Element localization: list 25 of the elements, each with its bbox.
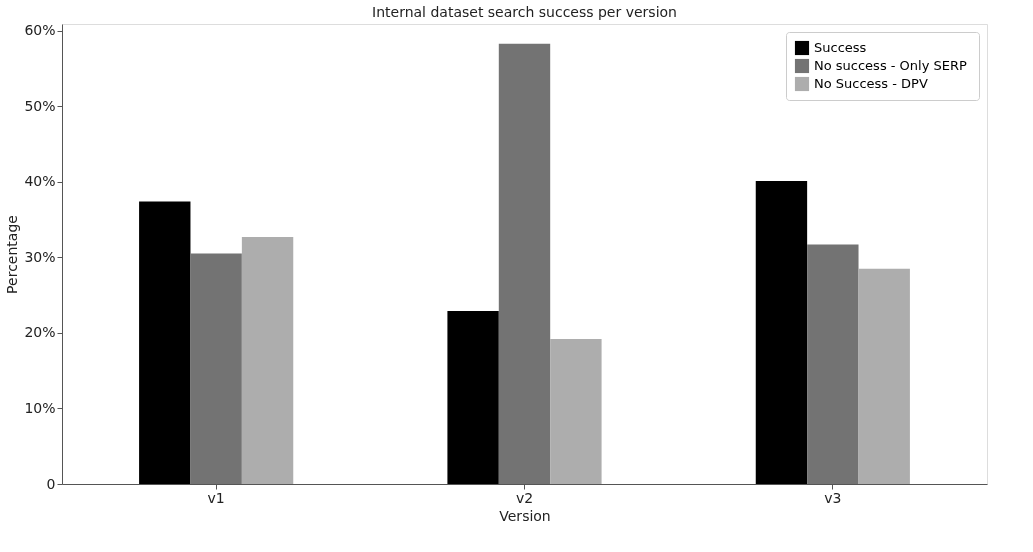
y-tick-label: 30%: [24, 248, 56, 265]
legend-label: No success - Only SERP: [814, 58, 968, 73]
bar: [550, 338, 602, 484]
chart-title: Internal dataset search success per version: [372, 3, 677, 20]
y-tick-label: 60%: [24, 22, 56, 39]
bar: [755, 181, 808, 484]
y-tick-label: 40%: [24, 173, 56, 190]
bar: [139, 201, 191, 484]
y-tick-label: 0: [46, 475, 56, 492]
x-tick-label: v2: [515, 489, 534, 506]
x-tick-label: v1: [207, 489, 225, 506]
y-tick-label: 20%: [24, 324, 56, 341]
legend-label: No Success - DPV: [814, 76, 928, 91]
bar: [447, 311, 499, 484]
y-tick-label: 10%: [24, 399, 56, 416]
bar: [190, 253, 242, 484]
bar: [807, 244, 859, 484]
x-tick-label: v3: [824, 489, 842, 506]
bar: [858, 268, 910, 484]
legend-label: Success: [814, 40, 867, 55]
bar: [241, 237, 294, 484]
y-axis-title: Percentage: [4, 215, 21, 294]
x-axis-title: Version: [499, 507, 551, 524]
bar: [498, 43, 551, 484]
y-tick-label: 50%: [24, 97, 56, 114]
